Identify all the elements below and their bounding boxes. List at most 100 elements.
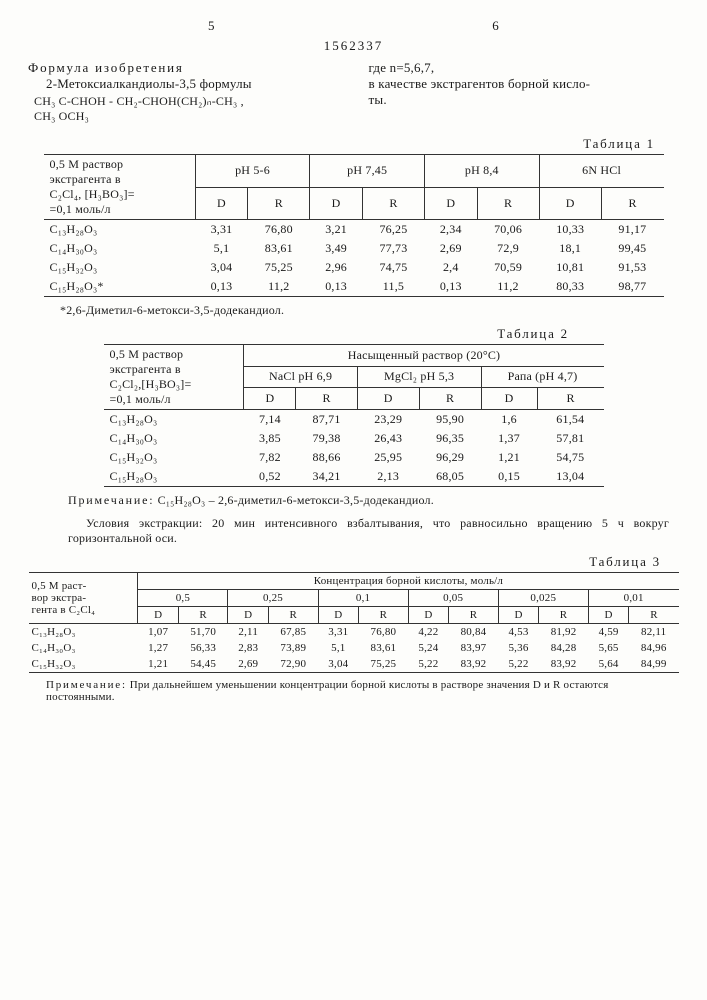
- value-cell: 80,84: [449, 624, 498, 641]
- compound-cell: C₁₅H₂₈O₃: [104, 467, 244, 487]
- value-cell: 1,21: [138, 656, 179, 673]
- compound-cell: C₁₅H₂₈O₃*: [44, 277, 196, 297]
- chemical-formula: CH₃ C-CHOH - CH₂-CHOH(CH₂)ₙ-CH₃ , CH₃ OC…: [34, 94, 339, 124]
- value-cell: 77,73: [362, 239, 424, 258]
- value-cell: 82,11: [629, 624, 679, 641]
- value-cell: 3,04: [318, 656, 359, 673]
- value-cell: 25,95: [357, 448, 419, 467]
- value-cell: 7,14: [244, 410, 296, 430]
- table1-footnote: *2,6-Диметил-6-метокси-3,5-додекандиол.: [60, 303, 669, 318]
- compound-cell: C₁₅H₃₂O₃: [104, 448, 244, 467]
- value-cell: 11,5: [362, 277, 424, 297]
- compound-cell: C₁₄H₃₀O₃: [29, 640, 138, 656]
- value-cell: 10,81: [539, 258, 601, 277]
- page-num-right: 6: [492, 18, 499, 34]
- value-cell: 98,77: [601, 277, 663, 297]
- value-cell: 81,92: [539, 624, 588, 641]
- t1-group-0: pH 5-6: [195, 155, 310, 188]
- value-cell: 83,61: [359, 640, 408, 656]
- value-cell: 83,92: [539, 656, 588, 673]
- value-cell: 91,53: [601, 258, 663, 277]
- value-cell: 0,15: [481, 467, 537, 487]
- table-row: C₁₅H₃₂O₃1,2154,452,6972,903,0475,255,228…: [29, 656, 679, 673]
- value-cell: 1,6: [481, 410, 537, 430]
- right-column: где n=5,6,7, в качестве экстрагентов бор…: [369, 60, 680, 130]
- value-cell: 0,13: [195, 277, 248, 297]
- t2-top-header: Насыщенный раствор (20°С): [244, 345, 604, 367]
- table3-caption: Таблица 3: [28, 554, 661, 570]
- value-cell: 76,80: [359, 624, 408, 641]
- value-cell: 4,53: [498, 624, 539, 641]
- value-cell: 72,90: [269, 656, 318, 673]
- t1-group-3: 6N HCl: [539, 155, 663, 188]
- page-num-left: 5: [208, 18, 215, 34]
- page-numbers: 5 6: [28, 18, 679, 38]
- formula-title: Формула изобретения: [28, 60, 339, 76]
- value-cell: 1,21: [481, 448, 537, 467]
- value-cell: 83,97: [449, 640, 498, 656]
- value-cell: 72,9: [477, 239, 539, 258]
- value-cell: 3,31: [318, 624, 359, 641]
- value-cell: 54,75: [537, 448, 603, 467]
- table1-caption: Таблица 1: [28, 136, 655, 152]
- t2-left-header: 0,5 М раствор экстрагента в C₂Cl₂,[H₃BO₃…: [104, 345, 244, 410]
- value-cell: 88,66: [296, 448, 357, 467]
- table-1: 0,5 М раствор экстрагента в C₂Cl₄, [H₃BO…: [44, 154, 664, 297]
- document-id: 1562337: [28, 38, 679, 54]
- compound-cell: C₁₃H₂₈O₃: [29, 624, 138, 641]
- table-row: C₁₃H₂₈O₃3,3176,803,2176,252,3470,0610,33…: [44, 220, 664, 240]
- value-cell: 84,28: [539, 640, 588, 656]
- table-row: C₁₅H₃₂O₃3,0475,252,9674,752,470,5910,819…: [44, 258, 664, 277]
- value-cell: 75,25: [248, 258, 310, 277]
- value-cell: 95,90: [419, 410, 481, 430]
- value-cell: 68,05: [419, 467, 481, 487]
- value-cell: 2,69: [425, 239, 478, 258]
- value-cell: 4,22: [408, 624, 449, 641]
- t1-group-2: pH 8,4: [425, 155, 540, 188]
- value-cell: 11,2: [248, 277, 310, 297]
- value-cell: 76,25: [362, 220, 424, 240]
- value-cell: 2,83: [228, 640, 269, 656]
- value-cell: 5,22: [408, 656, 449, 673]
- left-column: Формула изобретения 2-Метоксиалкандиолы-…: [28, 60, 339, 130]
- value-cell: 0,52: [244, 467, 296, 487]
- compound-cell: C₁₅H₃₂O₃: [29, 656, 138, 673]
- value-cell: 84,96: [629, 640, 679, 656]
- value-cell: 34,21: [296, 467, 357, 487]
- value-cell: 2,96: [310, 258, 363, 277]
- value-cell: 51,70: [178, 624, 227, 641]
- formula-intro: 2-Метоксиалкандиолы-3,5 формулы: [28, 76, 339, 92]
- value-cell: 79,38: [296, 429, 357, 448]
- value-cell: 5,1: [195, 239, 248, 258]
- value-cell: 1,37: [481, 429, 537, 448]
- value-cell: 11,2: [477, 277, 539, 297]
- value-cell: 56,33: [178, 640, 227, 656]
- t1-group-1: pH 7,45: [310, 155, 425, 188]
- t1-body: C₁₃H₂₈O₃3,3176,803,2176,252,3470,0610,33…: [44, 220, 664, 297]
- table2-note2: Условия экстракции: 20 мин интенсивного …: [68, 516, 669, 546]
- value-cell: 67,85: [269, 624, 318, 641]
- right-line-2: в качестве экстрагентов борной кисло-: [369, 76, 680, 92]
- table-3: 0,5 М раст- вор экстра- гента в C₂Cl₄ Ко…: [29, 572, 679, 673]
- value-cell: 70,06: [477, 220, 539, 240]
- formula-line-1: CH₃ C-CHOH - CH₂-CHOH(CH₂)ₙ-CH₃ ,: [34, 94, 339, 109]
- table-row: C₁₃H₂₈O₃7,1487,7123,2995,901,661,54: [104, 410, 604, 430]
- compound-cell: C₁₅H₃₂O₃: [44, 258, 196, 277]
- value-cell: 3,85: [244, 429, 296, 448]
- compound-cell: C₁₃H₂₈O₃: [44, 220, 196, 240]
- value-cell: 5,24: [408, 640, 449, 656]
- value-cell: 0,13: [425, 277, 478, 297]
- value-cell: 7,82: [244, 448, 296, 467]
- table-row: C₁₅H₂₈O₃*0,1311,20,1311,50,1311,280,3398…: [44, 277, 664, 297]
- value-cell: 3,49: [310, 239, 363, 258]
- value-cell: 70,59: [477, 258, 539, 277]
- value-cell: 5,36: [498, 640, 539, 656]
- t3-body: C₁₃H₂₈O₃1,0751,702,1167,853,3176,804,228…: [29, 624, 679, 673]
- value-cell: 4,59: [588, 624, 629, 641]
- value-cell: 0,13: [310, 277, 363, 297]
- value-cell: 18,1: [539, 239, 601, 258]
- value-cell: 74,75: [362, 258, 424, 277]
- value-cell: 1,07: [138, 624, 179, 641]
- right-line-1: где n=5,6,7,: [369, 60, 680, 76]
- value-cell: 5,22: [498, 656, 539, 673]
